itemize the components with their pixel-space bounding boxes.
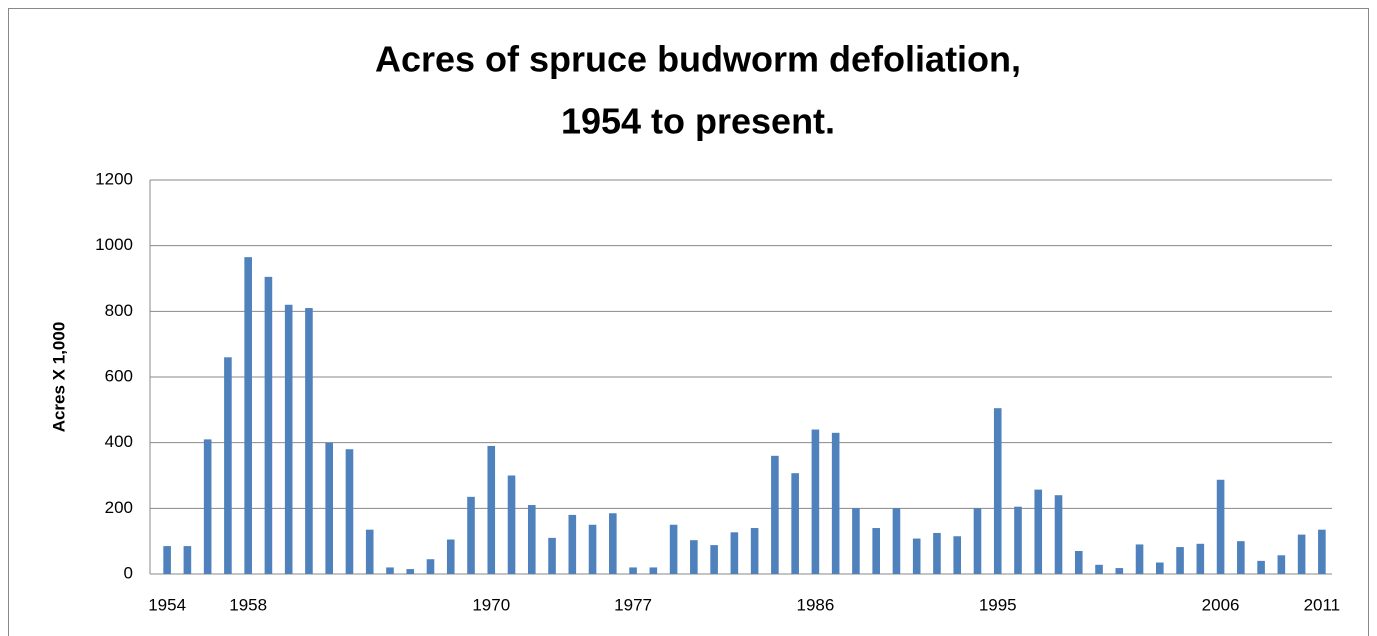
bar (791, 473, 799, 574)
y-tick-label: 200 (105, 498, 133, 517)
bar (1095, 564, 1103, 574)
bar (507, 475, 516, 574)
bar (487, 445, 496, 574)
bar (163, 546, 171, 574)
y-tick-label: 1000 (95, 235, 133, 254)
bar (588, 524, 597, 574)
bar (973, 508, 982, 574)
y-tick-label: 1200 (95, 169, 133, 188)
bar (446, 539, 455, 574)
bar (527, 505, 536, 574)
bar (386, 567, 394, 574)
bar (284, 304, 293, 574)
bar (933, 532, 941, 574)
bar (568, 514, 577, 574)
bar (953, 536, 962, 574)
bar (203, 439, 212, 574)
bar (345, 449, 354, 574)
bar (467, 496, 475, 574)
bar (365, 529, 374, 574)
bar (811, 429, 820, 574)
x-tick-label: 1954 (148, 595, 186, 614)
y-tick-label: 400 (105, 432, 133, 451)
bar (710, 545, 718, 574)
x-tick-label: 1970 (472, 595, 510, 614)
bar (609, 513, 617, 574)
bar (305, 308, 313, 574)
bar (1277, 555, 1286, 574)
bar (1074, 551, 1083, 574)
bar (852, 508, 860, 574)
bar (224, 357, 232, 574)
bar (993, 408, 1002, 574)
bar (264, 276, 273, 574)
bar (1318, 529, 1326, 574)
bar (690, 540, 698, 574)
bar (892, 508, 901, 574)
x-tick-label: 1995 (979, 595, 1017, 614)
chart-title: 1954 to present. (561, 101, 835, 142)
bar (548, 537, 556, 574)
bar (1135, 544, 1144, 574)
x-tick-label: 1977 (614, 595, 652, 614)
bar (325, 442, 333, 574)
bar (1176, 547, 1184, 574)
bar (1156, 562, 1164, 574)
bar (1297, 534, 1306, 574)
bar (406, 569, 415, 574)
bar (629, 567, 637, 574)
chart-frame (8, 8, 1369, 636)
x-tick-label: 1958 (229, 595, 267, 614)
x-tick-label: 2011 (1304, 595, 1341, 614)
bar (750, 528, 759, 574)
bar (649, 567, 658, 574)
y-axis-label: Acres X 1,000 (49, 322, 68, 433)
bar (912, 538, 921, 574)
bar (1216, 479, 1225, 574)
bar (872, 528, 880, 574)
bar (1115, 568, 1124, 574)
bar (244, 257, 252, 574)
chart-title: Acres of spruce budworm defoliation, (375, 39, 1021, 80)
x-tick-label: 1986 (796, 595, 834, 614)
bar (1054, 495, 1063, 574)
bar (669, 524, 678, 574)
bar (1237, 541, 1245, 574)
bar (831, 432, 840, 574)
y-tick-label: 600 (105, 366, 133, 385)
x-tick-label: 2006 (1202, 595, 1240, 614)
bar (1034, 489, 1043, 574)
bar (771, 455, 779, 574)
bar (1257, 560, 1265, 574)
bar (183, 546, 192, 574)
bar (1196, 543, 1205, 574)
bar (730, 532, 739, 574)
bar (1014, 506, 1022, 574)
y-tick-label: 0 (124, 563, 133, 582)
y-tick-label: 800 (105, 301, 133, 320)
bar (426, 559, 435, 574)
